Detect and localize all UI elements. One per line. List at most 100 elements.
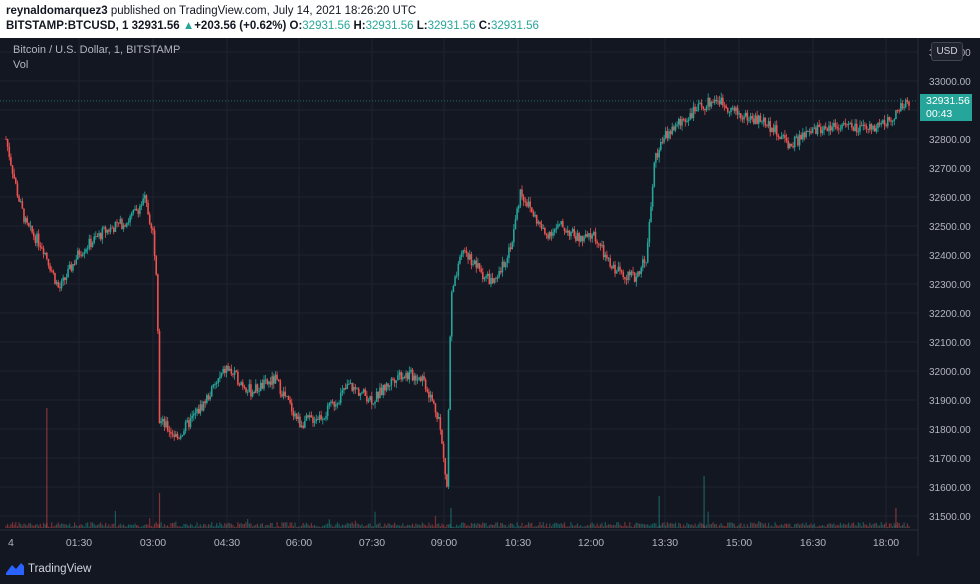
publisher-name[interactable]: reynaldomarquez3 [6,5,108,17]
candle-body [571,228,574,232]
candle-body [526,202,528,207]
candle-body [450,291,453,337]
volume-bar [163,524,165,528]
volume-bar [65,524,68,528]
x-tick-label: 03:00 [140,537,166,549]
candle-body [62,277,64,281]
volume-bar [503,524,505,528]
candle-body [225,365,228,373]
volume-bar [745,526,747,528]
candle-body [684,119,687,122]
candle-body [527,201,530,207]
volume-bar [103,525,105,528]
candle-body [114,222,117,232]
volume-bar [562,524,564,528]
candle-body [803,132,806,138]
volume-bar [366,525,368,528]
candle-body [111,227,113,229]
volume-bar [712,522,714,528]
volume-bar [38,525,40,528]
close-label: C: [478,20,491,32]
volume-bar [49,526,51,528]
volume-bar [206,526,208,528]
volume-bar [113,523,115,528]
candle-body [10,156,12,166]
volume-bar [746,524,748,528]
tradingview-brand[interactable]: TradingView [28,563,92,575]
volume-bar [771,525,773,528]
candle-body [165,421,167,428]
candle-body [516,208,518,220]
series-title: Bitcoin / U.S. Dollar, 1, BITSTAMP [13,44,181,56]
candle-body [295,413,298,419]
candle-body [813,127,816,129]
volume-bar [470,523,472,528]
candle-body [52,270,55,273]
candle-body [836,126,838,129]
volume-bar [735,526,737,528]
y-tick-label: 32000.00 [929,367,971,378]
candle-body [271,376,273,385]
candle-body [496,277,499,279]
candle-body [772,127,775,133]
candle-body [70,264,73,271]
volume-bar [168,526,170,528]
volume-bar [492,524,494,528]
candle-body [761,121,763,123]
volume-bar [408,525,410,528]
candle-body [555,227,558,230]
candle-body [75,259,78,265]
volume-bar [527,522,530,528]
price-chart[interactable]: 33100.0033000.0032900.0032800.0032700.00… [0,38,980,556]
candle-body [157,274,159,332]
volume-bar [410,525,412,528]
volume-bar [728,522,730,528]
chart-area[interactable]: 33100.0033000.0032900.0032800.0032700.00… [0,38,980,556]
volume-bar [73,522,76,528]
currency-button[interactable]: USD [931,42,963,61]
open-label: O: [289,20,303,32]
candle-body [877,122,879,129]
candle-body [179,436,182,439]
candle-body [535,214,538,224]
volume-bar [883,524,886,528]
candle-body [266,379,269,385]
candle-body [264,379,267,381]
candle-body [606,254,608,259]
candle-body [705,106,708,111]
candle-body [478,263,481,269]
volume-bar [142,525,144,528]
candle-body [431,394,433,401]
candle-body [728,112,731,113]
candle-body [307,415,309,418]
candle-body [452,285,455,292]
volume-bar [407,524,409,528]
volume-bar [198,526,200,528]
x-tick-label: 4 [8,537,14,549]
candle-body [202,401,205,411]
candle-body [194,412,197,414]
candle-body [444,458,447,475]
volume-bar [767,522,770,528]
candle-body [798,134,801,146]
candle-body [687,119,690,122]
volume-bar [607,524,610,528]
volume-bar [906,523,908,528]
candle-body [344,387,347,389]
y-tick-label: 31500.00 [929,512,971,523]
candle-body [710,101,713,107]
volume-bar [145,524,148,528]
volume-bar [800,524,802,528]
candle-body [733,107,736,112]
candle-body [597,243,600,245]
volume-bar [269,522,272,528]
tradingview-logo-icon[interactable] [5,561,25,577]
candle-body [282,391,285,397]
volume-bar [64,524,66,528]
volume-bar [134,523,136,528]
candle-body [338,402,340,404]
candle-body [287,395,290,400]
symbol-name: BITSTAMP:BTCUSD, 1 [6,20,129,32]
candle-body [116,222,118,223]
volume-bar [451,526,453,528]
